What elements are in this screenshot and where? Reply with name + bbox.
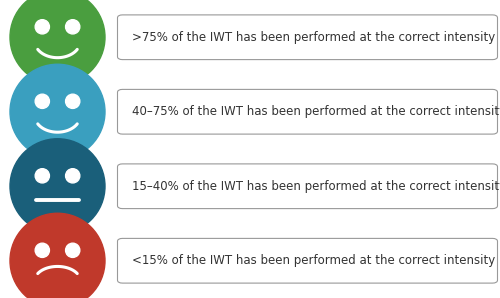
Ellipse shape <box>10 64 105 159</box>
Ellipse shape <box>35 243 50 257</box>
Text: >75% of the IWT has been performed at the correct intensity: >75% of the IWT has been performed at th… <box>132 31 496 44</box>
Text: <15% of the IWT has been performed at the correct intensity: <15% of the IWT has been performed at th… <box>132 254 496 267</box>
Ellipse shape <box>66 94 80 108</box>
Ellipse shape <box>10 213 105 298</box>
Ellipse shape <box>10 139 105 234</box>
Ellipse shape <box>10 0 105 85</box>
Text: 40–75% of the IWT has been performed at the correct intensity: 40–75% of the IWT has been performed at … <box>132 105 500 118</box>
Ellipse shape <box>66 169 80 183</box>
Ellipse shape <box>66 20 80 34</box>
FancyBboxPatch shape <box>118 89 498 134</box>
FancyBboxPatch shape <box>118 15 498 60</box>
Ellipse shape <box>35 169 50 183</box>
Ellipse shape <box>35 94 50 108</box>
FancyBboxPatch shape <box>118 238 498 283</box>
FancyBboxPatch shape <box>118 164 498 209</box>
Text: 15–40% of the IWT has been performed at the correct intensity: 15–40% of the IWT has been performed at … <box>132 180 500 193</box>
Ellipse shape <box>35 20 50 34</box>
Ellipse shape <box>66 243 80 257</box>
